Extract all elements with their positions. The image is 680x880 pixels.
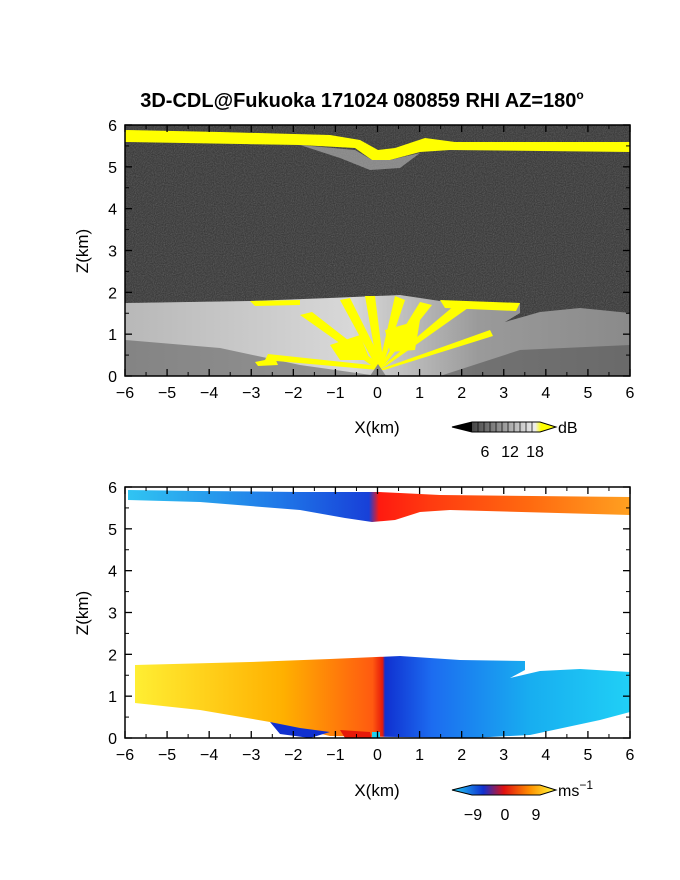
x-tick-label: −2 xyxy=(284,385,302,402)
y-axis-label-top: Z(km) xyxy=(73,229,92,273)
colorbar-velocity-tick: −9 xyxy=(464,807,482,824)
axis-ticks-bottom: −6 −5 −4 −3 −2 −1 0 1 2 3 4 5 6 0 1 2 3 4 5 6 xyxy=(108,480,634,764)
colorbar-velocity-tick: 0 xyxy=(501,807,510,824)
backscatter-upper-layer xyxy=(125,130,630,160)
y-tick-label: 1 xyxy=(108,327,117,344)
x-tick-label: −6 xyxy=(116,747,134,764)
x-axis-label-bottom: X(km) xyxy=(354,781,399,800)
y-tick-label: 1 xyxy=(108,689,117,706)
velocity-lower-layer xyxy=(135,656,630,738)
x-tick-label: −4 xyxy=(200,747,218,764)
chart-title: 3D-CDL@Fukuoka 171024 080859 RHI AZ=180o xyxy=(140,88,584,112)
x-tick-label: 3 xyxy=(499,747,508,764)
x-tick-label: −1 xyxy=(326,385,344,402)
y-tick-label: 2 xyxy=(108,285,117,302)
colorbar-velocity-label: ms−1 xyxy=(558,778,593,800)
title-superscript: o xyxy=(576,88,583,102)
y-tick-label: 0 xyxy=(108,731,117,748)
y-tick-label: 6 xyxy=(108,118,117,135)
x-tick-label: −2 xyxy=(284,747,302,764)
x-tick-label: 0 xyxy=(373,747,382,764)
y-tick-label: 3 xyxy=(108,244,117,261)
x-tick-label: 6 xyxy=(626,385,635,402)
colorbar-db-tick: 18 xyxy=(526,444,544,461)
x-tick-label: −1 xyxy=(326,747,344,764)
y-tick-label: 4 xyxy=(108,564,117,581)
x-tick-label: 6 xyxy=(626,747,635,764)
y-axis-label-bottom: Z(km) xyxy=(73,591,92,635)
colorbar-db-label: dB xyxy=(558,420,578,437)
x-tick-label: −4 xyxy=(200,385,218,402)
x-tick-label: 4 xyxy=(541,747,550,764)
x-tick-label: 4 xyxy=(541,385,550,402)
x-tick-label: −5 xyxy=(158,747,176,764)
y-tick-label: 0 xyxy=(108,369,117,386)
colorbar-db-tick: 6 xyxy=(481,444,490,461)
colorbar-velocity-tick: 9 xyxy=(532,807,541,824)
x-tick-label: −3 xyxy=(242,385,260,402)
y-tick-label: 3 xyxy=(108,606,117,623)
x-tick-label: −3 xyxy=(242,747,260,764)
y-tick-label: 2 xyxy=(108,647,117,664)
x-axis-label-top: X(km) xyxy=(354,418,399,437)
velocity-field xyxy=(125,487,630,738)
x-tick-label: −6 xyxy=(116,385,134,402)
y-tick-label: 5 xyxy=(108,522,117,539)
x-tick-label: 0 xyxy=(373,385,382,402)
x-tick-label: 3 xyxy=(499,385,508,402)
colorbar-velocity: ms−1 −9 0 9 xyxy=(451,778,593,824)
x-tick-label: 1 xyxy=(415,747,424,764)
x-tick-label: 1 xyxy=(415,385,424,402)
y-tick-label: 4 xyxy=(108,202,117,219)
y-tick-label: 6 xyxy=(108,480,117,497)
colorbar-db: dB 6 12 18 xyxy=(451,420,578,461)
backscatter-field xyxy=(125,125,630,376)
x-tick-label: 2 xyxy=(457,385,466,402)
backscatter-saturated-rays xyxy=(250,296,520,370)
x-tick-label: −5 xyxy=(158,385,176,402)
x-tick-label: 2 xyxy=(457,747,466,764)
velocity-upper-layer xyxy=(128,490,630,522)
panel-velocity: −6 −5 −4 −3 −2 −1 0 1 2 3 4 5 6 0 1 2 3 4 5 6 X(km) Z(km) m… xyxy=(73,480,635,824)
x-tick-label: 5 xyxy=(583,747,592,764)
x-tick-label: 5 xyxy=(583,385,592,402)
colorbar-db-tick: 12 xyxy=(501,444,519,461)
axis-ticks-top: −6 −5 −4 −3 −2 −1 0 1 2 3 4 5 6 0 1 2 3 4 5 6 xyxy=(108,118,634,402)
y-tick-label: 5 xyxy=(108,160,117,177)
